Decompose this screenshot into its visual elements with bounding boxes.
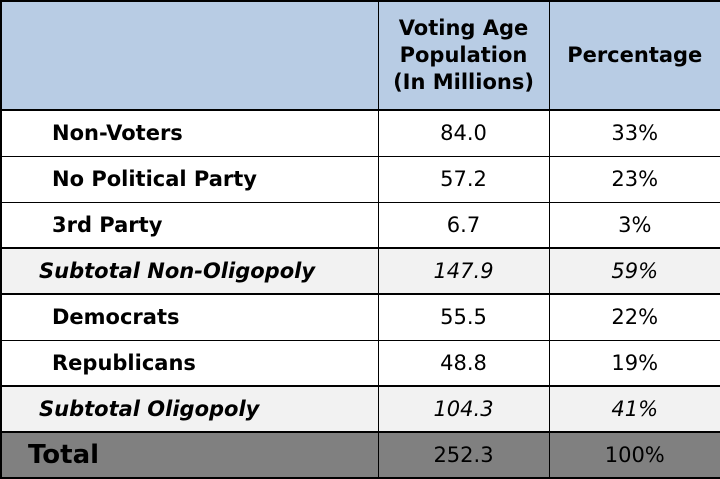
header-cell-population: Voting Age Population (In Millions) — [377, 0, 550, 111]
row-population: 6.7 — [377, 201, 550, 249]
row-label: Democrats — [0, 293, 379, 341]
total-percentage: 100% — [548, 431, 720, 479]
table-row: Democrats 55.5 22% — [0, 293, 720, 341]
row-percentage: 22% — [548, 293, 720, 341]
subtotal-population: 104.3 — [377, 385, 550, 433]
table-row: Republicans 48.8 19% — [0, 339, 720, 387]
row-label: 3rd Party — [0, 201, 379, 249]
header-population-line-3: (In Millions) — [393, 70, 534, 94]
total-population: 252.3 — [377, 431, 550, 479]
table-row: Non-Voters 84.0 33% — [0, 109, 720, 157]
row-population: 84.0 — [377, 109, 550, 157]
subtotal-row: Subtotal Oligopoly 104.3 41% — [0, 385, 720, 433]
row-percentage: 23% — [548, 155, 720, 203]
subtotal-label: Subtotal Oligopoly — [0, 385, 379, 433]
header-cell-empty — [0, 0, 379, 111]
subtotal-label: Subtotal Non-Oligopoly — [0, 247, 379, 295]
table-header-row: Voting Age Population (In Millions) Perc… — [0, 0, 720, 111]
row-label: No Political Party — [0, 155, 379, 203]
total-row: Total 252.3 100% — [0, 431, 720, 479]
header-cell-percentage: Percentage — [548, 0, 720, 111]
subtotal-percentage: 59% — [548, 247, 720, 295]
row-label: Non-Voters — [0, 109, 379, 157]
header-population-line-1: Voting Age — [398, 16, 529, 40]
table-row: 3rd Party 6.7 3% — [0, 201, 720, 249]
row-population: 57.2 — [377, 155, 550, 203]
subtotal-population: 147.9 — [377, 247, 550, 295]
row-population: 48.8 — [377, 339, 550, 387]
row-percentage: 3% — [548, 201, 720, 249]
row-percentage: 33% — [548, 109, 720, 157]
subtotal-row: Subtotal Non-Oligopoly 147.9 59% — [0, 247, 720, 295]
table-row: No Political Party 57.2 23% — [0, 155, 720, 203]
row-label: Republicans — [0, 339, 379, 387]
row-population: 55.5 — [377, 293, 550, 341]
header-population-line-2: Population — [399, 43, 528, 67]
row-percentage: 19% — [548, 339, 720, 387]
total-label: Total — [0, 431, 379, 479]
table-body: Non-Voters 84.0 33% No Political Party 5… — [0, 109, 720, 479]
subtotal-percentage: 41% — [548, 385, 720, 433]
